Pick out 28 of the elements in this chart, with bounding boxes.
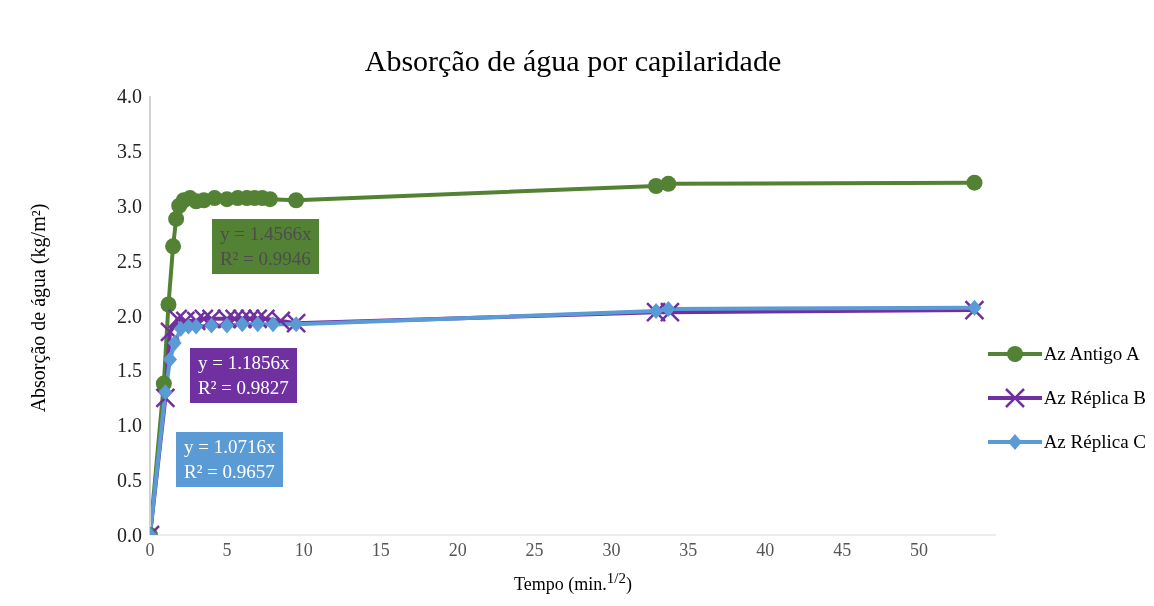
legend-label: Az Réplica B xyxy=(1043,387,1146,409)
legend-label: Az Antigo A xyxy=(1043,343,1140,365)
annotation: y = 1.1856x R² = 0.9827 xyxy=(190,348,298,404)
y-axis-title: Absorção de água (kg/m²) xyxy=(26,203,50,413)
x-tick-label: 50 xyxy=(910,539,929,560)
x-tick-label: 40 xyxy=(756,539,775,560)
x-tick-label: 35 xyxy=(679,539,698,560)
y-tick-label: 4.0 xyxy=(117,85,142,108)
y-tick-label: 3.5 xyxy=(117,139,142,162)
x-axis-title: Tempo (min.$^{1/2}$) xyxy=(513,570,633,595)
y-tick-label: 3.0 xyxy=(117,194,142,217)
x-tick-label: 20 xyxy=(448,539,467,560)
y-tick-label: 2.5 xyxy=(117,249,142,272)
y-tick-label: 1.5 xyxy=(117,359,142,382)
y-tick-label: 0.0 xyxy=(117,524,142,547)
x-tick-label: 30 xyxy=(602,539,621,560)
y-tick-label: 0.5 xyxy=(117,469,142,492)
x-tick-label: 15 xyxy=(371,539,390,560)
x-tick-label: 10 xyxy=(294,539,313,560)
x-tick-label: 25 xyxy=(525,539,544,560)
legend-label: Az Réplica C xyxy=(1043,431,1146,453)
y-tick-label: 2.0 xyxy=(117,304,142,327)
y-tick-label: 1.0 xyxy=(117,414,142,437)
chart-title: Absorção de água por capilaridade xyxy=(363,44,783,78)
x-tick-label: 5 xyxy=(222,539,232,560)
x-tick-label: 0 xyxy=(145,539,155,560)
x-tick-label: 45 xyxy=(833,539,852,560)
annotation: y = 1.0716x R² = 0.9657 xyxy=(176,432,284,488)
